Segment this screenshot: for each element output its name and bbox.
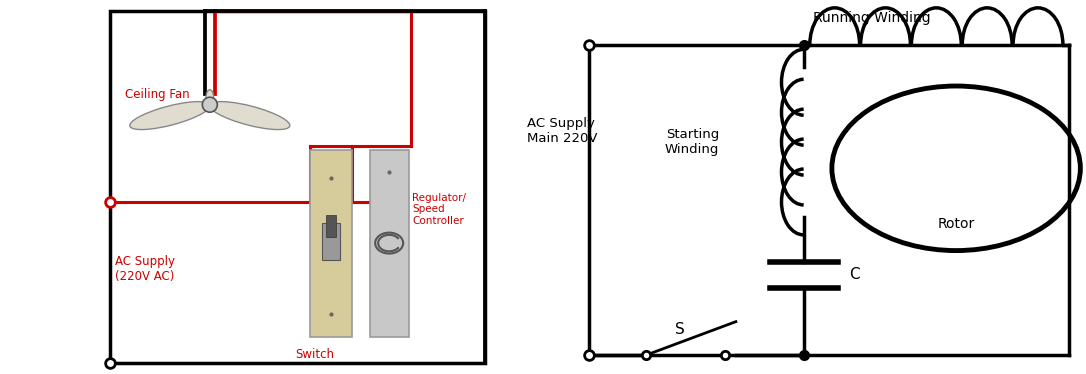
Bar	[321, 223, 340, 260]
Text: S: S	[674, 322, 684, 337]
Bar	[310, 150, 352, 337]
Text: Running Winding: Running Winding	[812, 11, 931, 25]
Text: C: C	[849, 267, 859, 282]
Ellipse shape	[202, 97, 217, 112]
Text: AC Supply
Main 220V: AC Supply Main 220V	[527, 117, 597, 145]
Text: Ceiling Fan: Ceiling Fan	[125, 88, 190, 101]
Bar	[369, 150, 408, 337]
Text: Switch: Switch	[295, 348, 334, 361]
Ellipse shape	[210, 102, 290, 129]
Text: AC Supply
(220V AC): AC Supply (220V AC)	[115, 255, 175, 283]
Text: Rotor: Rotor	[937, 217, 975, 232]
Ellipse shape	[130, 102, 210, 129]
Text: Regulator/
Speed
Controller: Regulator/ Speed Controller	[413, 193, 466, 226]
Text: Starting
Winding: Starting Winding	[665, 128, 719, 156]
Ellipse shape	[206, 90, 214, 105]
Bar	[326, 215, 336, 237]
